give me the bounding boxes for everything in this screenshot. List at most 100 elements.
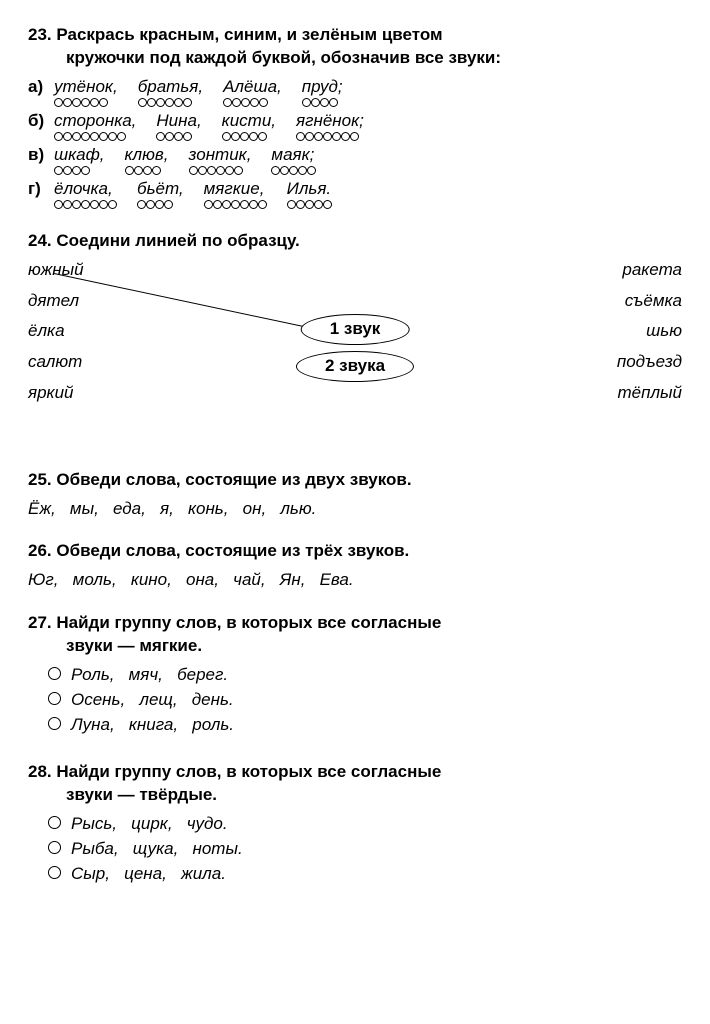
letter-circle[interactable] [216,166,225,175]
letter-circle[interactable] [305,132,314,141]
letter-circle[interactable] [147,98,156,107]
letter-circle[interactable] [307,166,316,175]
letter-circle[interactable] [350,132,359,141]
letter-circle[interactable] [63,132,72,141]
letter-circle[interactable] [234,166,243,175]
letter-circle[interactable] [207,166,216,175]
letter-circle[interactable] [183,132,192,141]
letter-circle[interactable] [323,200,332,209]
match-word[interactable]: яркий [28,382,84,405]
letter-circle[interactable] [54,132,63,141]
letter-circle[interactable] [204,200,213,209]
letter-circle[interactable] [280,166,289,175]
letter-circle[interactable] [225,166,234,175]
letter-circle[interactable] [249,200,258,209]
letter-circle[interactable] [165,132,174,141]
letter-circle[interactable] [174,98,183,107]
match-word[interactable]: ёлка [28,320,84,343]
letter-circle[interactable] [146,200,155,209]
letter-circle[interactable] [329,98,338,107]
letter-circle[interactable] [305,200,314,209]
radio-circle[interactable] [48,816,61,829]
letter-circle[interactable] [72,98,81,107]
letter-circle[interactable] [108,200,117,209]
letter-circle[interactable] [164,200,173,209]
letter-circle[interactable] [320,98,329,107]
letter-circle[interactable] [72,132,81,141]
match-word[interactable]: съёмка [625,290,682,313]
match-word[interactable]: ракета [622,259,682,282]
radio-circle[interactable] [48,717,61,730]
letter-circle[interactable] [63,98,72,107]
letter-circle[interactable] [63,166,72,175]
radio-circle[interactable] [48,841,61,854]
letter-circle[interactable] [54,166,63,175]
letter-circle[interactable] [125,166,134,175]
letter-circle[interactable] [259,98,268,107]
letter-circle[interactable] [156,98,165,107]
letter-circle[interactable] [311,98,320,107]
letter-circle[interactable] [81,200,90,209]
letter-circle[interactable] [323,132,332,141]
letter-circle[interactable] [241,98,250,107]
radio-circle[interactable] [48,692,61,705]
letter-circle[interactable] [99,200,108,209]
letter-circle[interactable] [296,200,305,209]
letter-circle[interactable] [108,132,117,141]
letter-circle[interactable] [341,132,350,141]
letter-circle[interactable] [258,200,267,209]
letter-circle[interactable] [143,166,152,175]
letter-circle[interactable] [271,166,280,175]
letter-circle[interactable] [81,132,90,141]
letter-circle[interactable] [183,98,192,107]
radio-circle[interactable] [48,866,61,879]
letter-circle[interactable] [314,132,323,141]
match-word[interactable]: подъезд [617,351,682,374]
match-word[interactable]: шью [646,320,682,343]
letter-circle[interactable] [249,132,258,141]
letter-circle[interactable] [174,132,183,141]
letter-circle[interactable] [232,98,241,107]
letter-circle[interactable] [72,166,81,175]
letter-circle[interactable] [63,200,72,209]
letter-circle[interactable] [54,200,63,209]
letter-circle[interactable] [156,132,165,141]
letter-circle[interactable] [117,132,126,141]
letter-circle[interactable] [240,200,249,209]
letter-circle[interactable] [90,200,99,209]
match-word[interactable]: тёплый [617,382,682,405]
letter-circle[interactable] [222,132,231,141]
letter-circle[interactable] [314,200,323,209]
letter-circle[interactable] [222,200,231,209]
letter-circle[interactable] [223,98,232,107]
letter-circle[interactable] [81,98,90,107]
letter-circle[interactable] [81,166,90,175]
letter-circle[interactable] [165,98,174,107]
letter-circle[interactable] [302,98,311,107]
letter-circle[interactable] [287,200,296,209]
letter-circle[interactable] [240,132,249,141]
letter-circle[interactable] [298,166,307,175]
match-word[interactable]: салют [28,351,84,374]
letter-circle[interactable] [289,166,298,175]
letter-circle[interactable] [54,98,63,107]
letter-circle[interactable] [155,200,164,209]
letter-circle[interactable] [231,132,240,141]
letter-circle[interactable] [189,166,198,175]
letter-circle[interactable] [152,166,161,175]
letter-circle[interactable] [90,98,99,107]
letter-circle[interactable] [72,200,81,209]
letter-circle[interactable] [296,132,305,141]
letter-circle[interactable] [99,98,108,107]
letter-circle[interactable] [250,98,259,107]
letter-circle[interactable] [134,166,143,175]
letter-circle[interactable] [198,166,207,175]
letter-circle[interactable] [90,132,99,141]
radio-circle[interactable] [48,667,61,680]
letter-circle[interactable] [99,132,108,141]
letter-circle[interactable] [137,200,146,209]
letter-circle[interactable] [258,132,267,141]
match-word[interactable]: дятел [28,290,84,313]
letter-circle[interactable] [213,200,222,209]
letter-circle[interactable] [332,132,341,141]
